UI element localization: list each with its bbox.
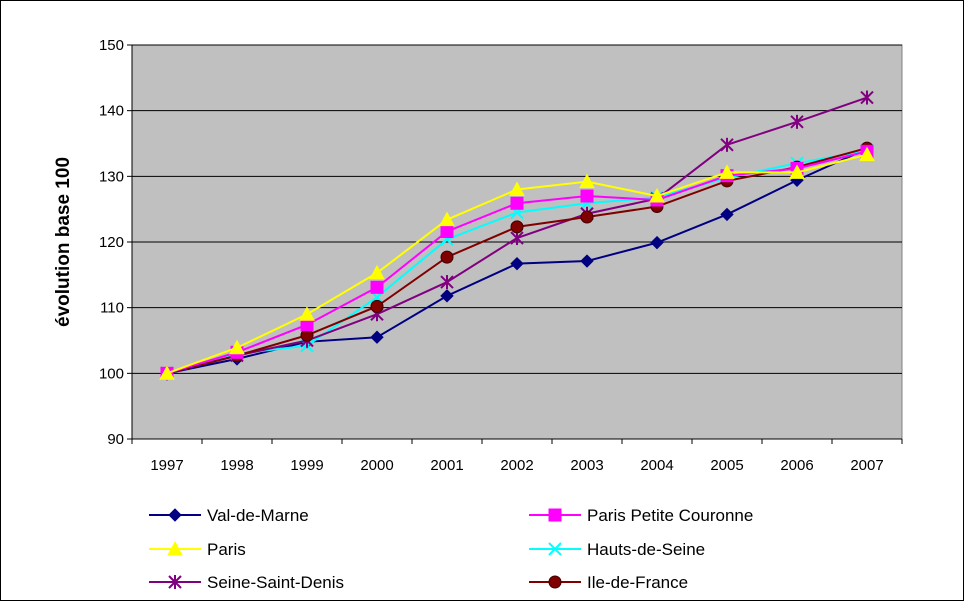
data-point-marker [548, 575, 562, 589]
data-point-marker [510, 220, 524, 234]
legend-label: Hauts-de-Seine [587, 540, 705, 559]
axes [127, 44, 903, 444]
x-tick-label: 1999 [290, 457, 323, 474]
data-point-marker [580, 254, 594, 268]
y-tick-labels: 90 100 110 120 130 140 150 [99, 37, 124, 448]
y-tick-label: 130 [99, 168, 124, 185]
data-point-marker [299, 306, 315, 321]
data-point-marker [167, 540, 183, 556]
legend-label: Val-de-Marne [207, 506, 309, 525]
data-point-marker [580, 210, 594, 224]
x-tick-label: 2006 [780, 457, 813, 474]
y-axis-label: évolution base 100 [53, 157, 74, 327]
data-point-marker [439, 211, 455, 227]
y-tick-label: 120 [99, 234, 124, 251]
legend-label: Paris Petite Couronne [587, 506, 753, 525]
y-tick-label: 100 [99, 365, 124, 382]
data-point-marker [440, 275, 454, 290]
x-tick-label: 2003 [570, 457, 603, 474]
data-point-marker [580, 189, 594, 203]
legend-label: Paris [207, 540, 246, 559]
data-point-marker [548, 542, 562, 556]
data-point-marker [649, 187, 665, 203]
y-tick-label: 140 [99, 103, 124, 120]
data-point-marker [719, 164, 735, 179]
x-tick-label: 2002 [500, 457, 533, 474]
data-point-marker [859, 146, 875, 162]
data-point-marker [370, 280, 384, 294]
y-tick-label: 90 [107, 431, 124, 448]
data-point-marker [229, 339, 245, 355]
data-point-marker [168, 508, 182, 522]
data-point-marker [369, 264, 385, 280]
data-series [159, 90, 875, 381]
x-tick-label: 2001 [430, 457, 463, 474]
data-point-marker [509, 181, 525, 196]
data-point-marker [720, 207, 734, 222]
data-point-marker [510, 256, 524, 271]
data-point-marker [860, 90, 874, 105]
legend-item: Hauts-de-Seine [529, 540, 705, 559]
data-point-marker [440, 250, 454, 264]
y-tick-label: 150 [99, 37, 124, 54]
data-point-marker [790, 114, 804, 129]
data-point-marker [168, 575, 182, 589]
legend: Val-de-Marne Paris Petite Couronne Paris Ha… [149, 506, 753, 592]
data-point-marker [440, 289, 454, 303]
legend-label: Seine-Saint-Denis [207, 573, 344, 592]
data-point-marker [440, 224, 454, 238]
x-tick-label: 2005 [710, 457, 743, 474]
legend-item: Ile-de-France [529, 573, 688, 592]
x-tick-label: 1997 [150, 457, 183, 474]
data-point-marker [548, 508, 562, 522]
data-point-marker [650, 235, 664, 250]
legend-item: Paris [149, 540, 246, 559]
data-point-marker [510, 196, 524, 210]
data-point-marker [370, 299, 384, 313]
y-tick-label: 110 [100, 300, 124, 317]
data-point-marker [720, 137, 734, 152]
data-point-marker [579, 173, 595, 189]
x-tick-label: 2004 [640, 457, 673, 474]
data-point-marker [789, 164, 805, 179]
x-tick-label: 1998 [220, 457, 253, 474]
legend-item: Paris Petite Couronne [529, 506, 753, 525]
data-point-marker [159, 365, 175, 380]
legend-item: Val-de-Marne [149, 506, 309, 525]
gridlines [132, 44, 902, 374]
x-tick-label: 2007 [850, 457, 883, 474]
x-tick-label: 2000 [360, 457, 393, 474]
series-paris [159, 146, 875, 380]
x-tick-labels: 1997 1998 1999 2000 2001 2002 2003 2004 2005 2006… [150, 457, 883, 474]
legend-item: Seine-Saint-Denis [149, 573, 344, 592]
legend-label: Ile-de-France [587, 573, 688, 592]
data-point-marker [370, 330, 384, 344]
